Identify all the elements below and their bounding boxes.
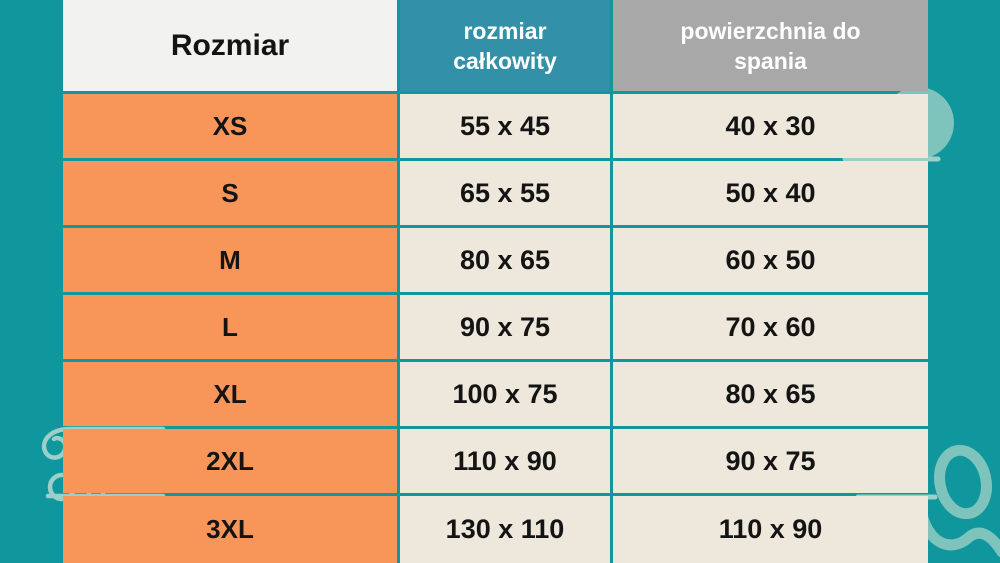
header-size-column: Rozmiar bbox=[63, 0, 397, 91]
sleeping-area-cell: 40 x 30 bbox=[613, 94, 928, 158]
total-size-cell: 100 x 75 bbox=[400, 362, 610, 426]
sleeping-area-cell: 110 x 90 bbox=[613, 496, 928, 563]
sleeping-area-cell: 60 x 50 bbox=[613, 228, 928, 292]
size-cell: L bbox=[63, 295, 397, 359]
doodle-tail-bottom-right bbox=[916, 509, 1000, 558]
total-size-cell: 130 x 110 bbox=[400, 496, 610, 563]
sleeping-area-cell: 70 x 60 bbox=[613, 295, 928, 359]
sleeping-area-cell: 50 x 40 bbox=[613, 161, 928, 225]
size-cell: XL bbox=[63, 362, 397, 426]
total-size-cell: 65 x 55 bbox=[400, 161, 610, 225]
size-cell: 3XL bbox=[63, 496, 397, 563]
size-cell: S bbox=[63, 161, 397, 225]
total-size-cell: 110 x 90 bbox=[400, 429, 610, 493]
size-cell: M bbox=[63, 228, 397, 292]
size-cell: XS bbox=[63, 94, 397, 158]
size-table: Rozmiar rozmiar całkowity powierzchnia d… bbox=[63, 0, 928, 563]
total-size-cell: 80 x 65 bbox=[400, 228, 610, 292]
total-size-cell: 90 x 75 bbox=[400, 295, 610, 359]
sleeping-area-cell: 80 x 65 bbox=[613, 362, 928, 426]
total-size-cell: 55 x 45 bbox=[400, 94, 610, 158]
size-cell: 2XL bbox=[63, 429, 397, 493]
header-sleeping-area-column: powierzchnia do spania bbox=[613, 0, 928, 91]
header-total-size-column: rozmiar całkowity bbox=[400, 0, 610, 91]
doodle-scribble-bottom-left bbox=[41, 426, 166, 460]
doodle-ring-bottom-right bbox=[934, 444, 992, 520]
sleeping-area-cell: 90 x 75 bbox=[613, 429, 928, 493]
